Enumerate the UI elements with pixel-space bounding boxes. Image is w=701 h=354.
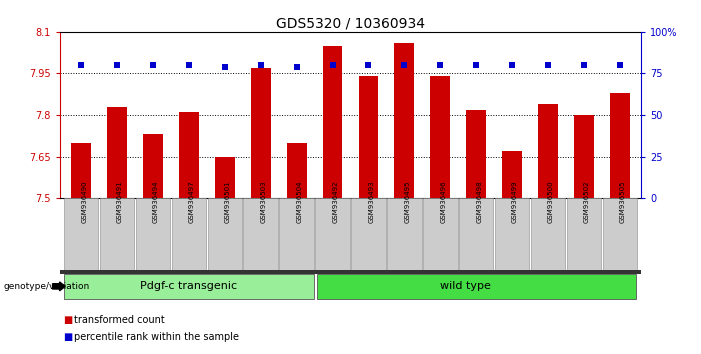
Bar [251, 68, 271, 198]
Bar [280, 198, 314, 271]
Bar [136, 198, 170, 271]
Bar [287, 143, 306, 198]
Text: GSM936495: GSM936495 [404, 181, 410, 223]
Bar [315, 198, 350, 271]
Text: ■: ■ [63, 332, 72, 342]
Text: Pdgf-c transgenic: Pdgf-c transgenic [139, 281, 237, 291]
Bar [610, 93, 629, 198]
Text: GSM936501: GSM936501 [225, 181, 231, 223]
Text: GSM936504: GSM936504 [297, 181, 303, 223]
Text: GSM936499: GSM936499 [512, 181, 518, 223]
Text: GSM936492: GSM936492 [332, 181, 339, 223]
Text: GSM936494: GSM936494 [153, 181, 159, 223]
Text: percentile rank within the sample: percentile rank within the sample [74, 332, 238, 342]
Text: ■: ■ [63, 315, 72, 325]
Bar [64, 198, 98, 271]
Text: transformed count: transformed count [74, 315, 164, 325]
Bar [574, 115, 594, 198]
Text: GSM936502: GSM936502 [584, 181, 590, 223]
Bar [459, 198, 494, 271]
Bar [466, 109, 486, 198]
Bar [351, 198, 386, 271]
Text: GSM936491: GSM936491 [117, 181, 123, 223]
Bar [207, 198, 242, 271]
Text: GSM936490: GSM936490 [81, 181, 87, 223]
Bar [143, 135, 163, 198]
Bar [603, 198, 637, 271]
Bar [322, 46, 342, 198]
Text: GSM936500: GSM936500 [548, 181, 554, 223]
Text: GSM936503: GSM936503 [261, 181, 266, 223]
Bar [60, 270, 641, 274]
Bar [502, 151, 522, 198]
Bar [423, 198, 458, 271]
Bar [243, 198, 278, 271]
Bar [107, 107, 127, 198]
Bar [395, 43, 414, 198]
Bar [538, 104, 558, 198]
Bar [172, 198, 206, 271]
Bar [64, 274, 314, 299]
Bar [215, 156, 235, 198]
Text: GSM936496: GSM936496 [440, 181, 447, 223]
Bar [430, 76, 450, 198]
Bar [387, 198, 421, 271]
Bar [179, 112, 199, 198]
Text: wild type: wild type [440, 281, 491, 291]
Bar [317, 274, 636, 299]
Text: GSM936497: GSM936497 [189, 181, 195, 223]
Text: GSM936493: GSM936493 [369, 181, 374, 223]
Bar [566, 198, 601, 271]
Bar [100, 198, 135, 271]
Text: genotype/variation: genotype/variation [4, 282, 90, 291]
Text: GSM936498: GSM936498 [476, 181, 482, 223]
Bar [495, 198, 529, 271]
Bar [531, 198, 565, 271]
Bar [72, 143, 91, 198]
Bar [359, 76, 379, 198]
Title: GDS5320 / 10360934: GDS5320 / 10360934 [276, 17, 425, 31]
Text: GSM936505: GSM936505 [620, 181, 626, 223]
